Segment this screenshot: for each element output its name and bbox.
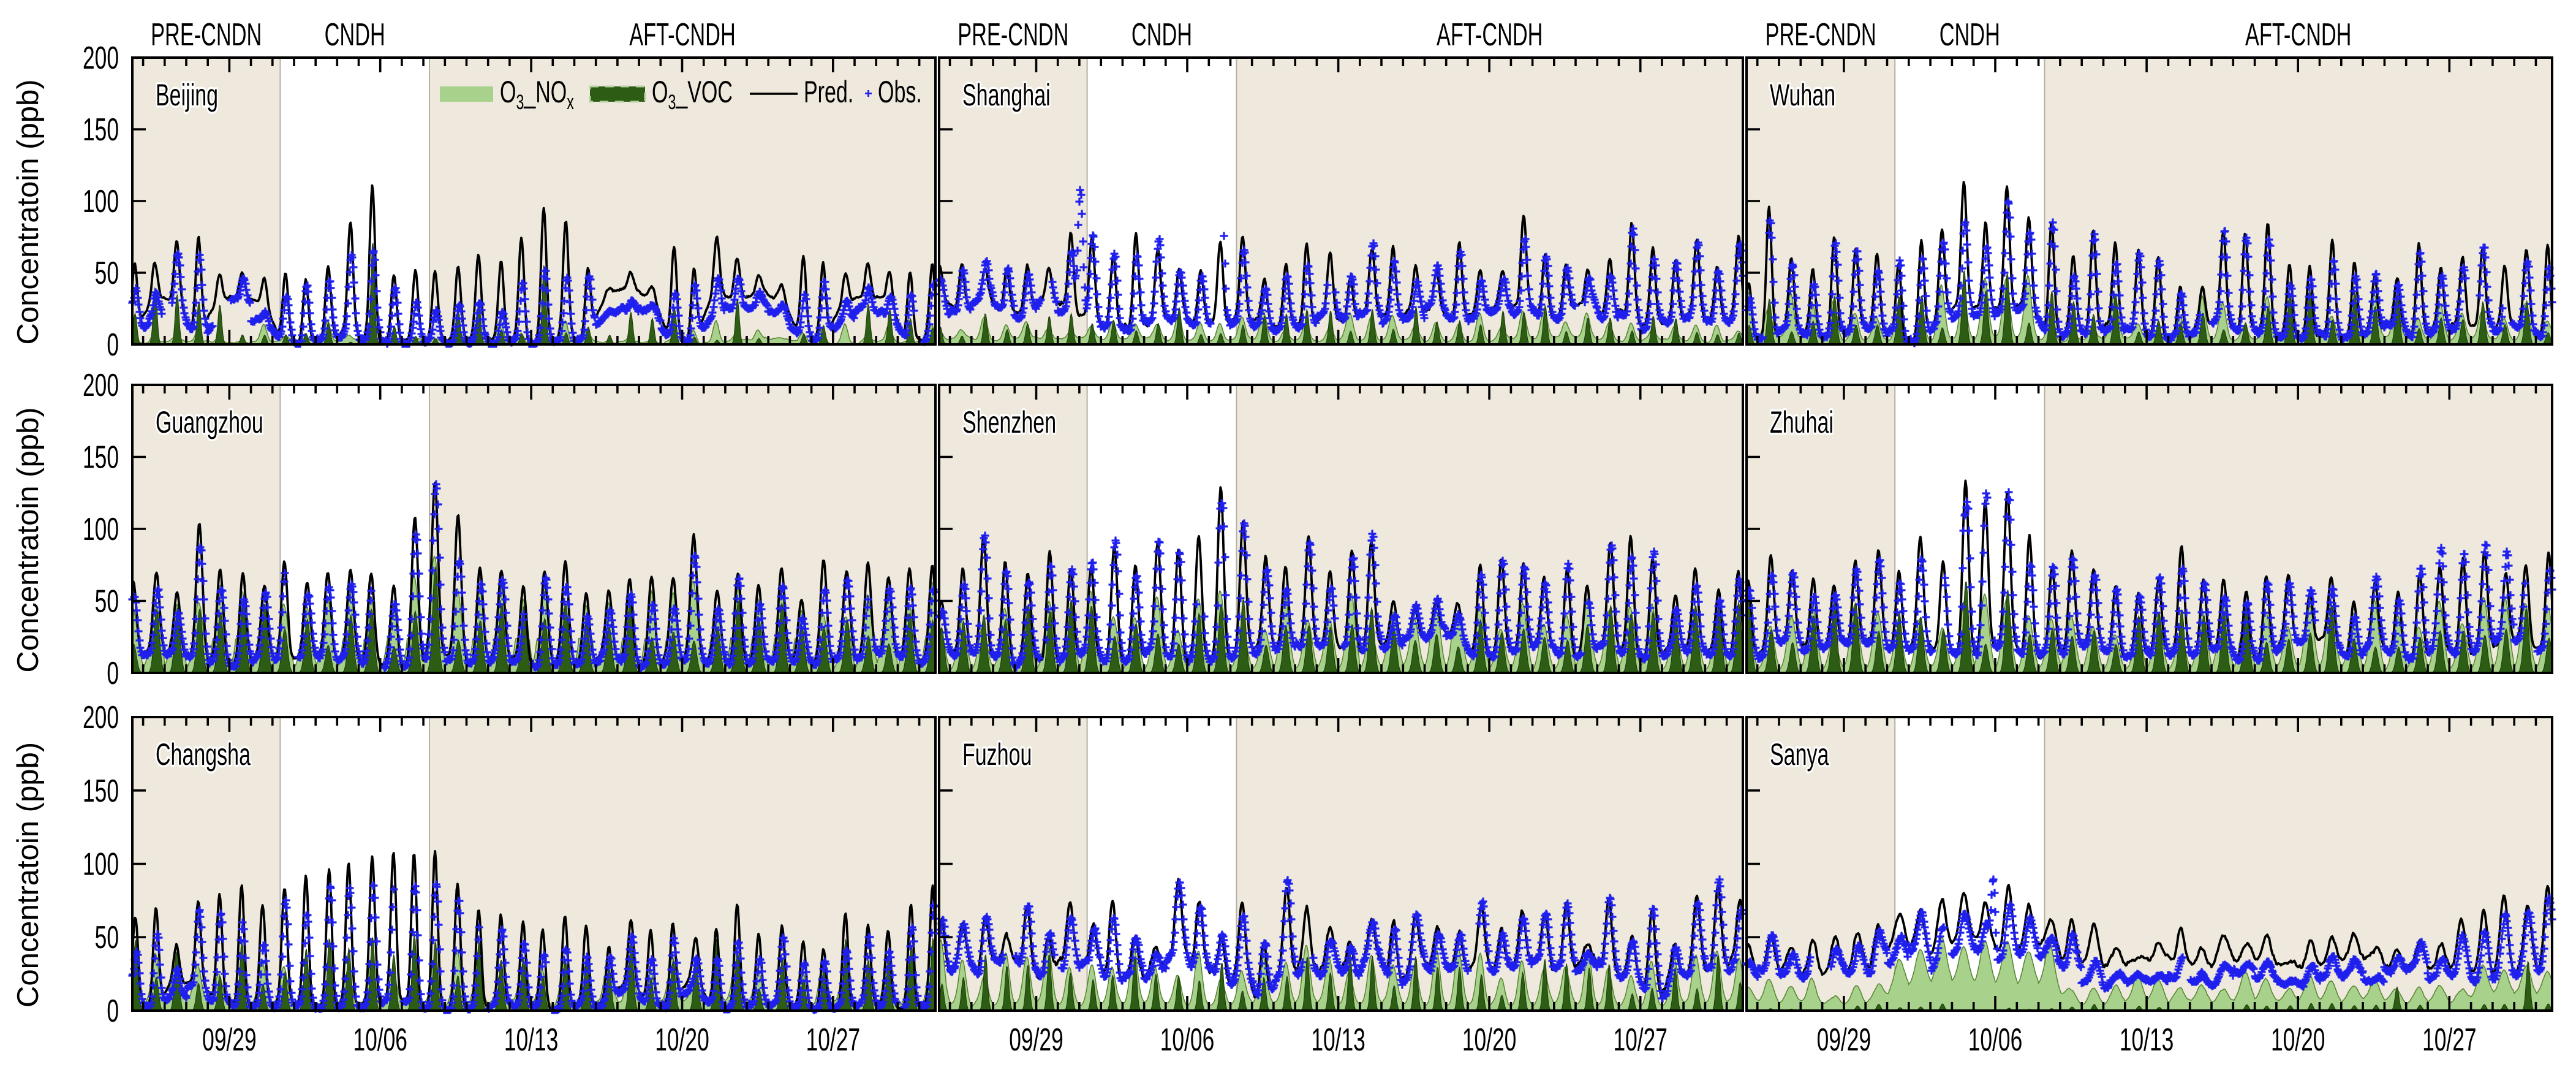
svg-text:CNDH: CNDH [1940, 17, 2000, 53]
svg-text:Guangzhou: Guangzhou [156, 406, 263, 440]
svg-text:10/06: 10/06 [1968, 1022, 2022, 1057]
svg-text:O3_VOC: O3_VOC [652, 75, 733, 115]
svg-text:Shenzhen: Shenzhen [962, 406, 1056, 440]
svg-text:AFT-CNDH: AFT-CNDH [629, 17, 735, 53]
svg-text:150: 150 [83, 773, 119, 808]
svg-text:10/27: 10/27 [806, 1022, 860, 1057]
svg-text:PRE-CNDN: PRE-CNDN [151, 17, 262, 53]
svg-text:10/13: 10/13 [2120, 1022, 2174, 1057]
svg-text:Shanghai: Shanghai [962, 78, 1051, 113]
svg-text:50: 50 [95, 256, 119, 290]
svg-text:50: 50 [95, 584, 119, 619]
svg-text:10/20: 10/20 [655, 1022, 709, 1057]
svg-text:10/13: 10/13 [504, 1022, 558, 1057]
svg-text:0: 0 [107, 327, 119, 362]
svg-text:10/20: 10/20 [2271, 1022, 2325, 1057]
svg-text:0: 0 [107, 656, 119, 691]
svg-text:CNDH: CNDH [1131, 17, 1192, 53]
svg-text:200: 200 [83, 40, 119, 75]
svg-text:150: 150 [83, 440, 119, 475]
svg-text:Concentratoin (ppb): Concentratoin (ppb) [12, 407, 45, 672]
svg-text:Concentratoin (ppb): Concentratoin (ppb) [12, 79, 45, 344]
svg-text:10/27: 10/27 [1613, 1022, 1667, 1057]
svg-text:10/20: 10/20 [1462, 1022, 1516, 1057]
svg-text:Concentratoin (ppb): Concentratoin (ppb) [12, 742, 45, 1008]
svg-text:PRE-CNDN: PRE-CNDN [1766, 17, 1876, 53]
svg-text:Fuzhou: Fuzhou [962, 738, 1032, 772]
svg-text:Wuhan: Wuhan [1770, 78, 1835, 113]
svg-text:150: 150 [83, 112, 119, 147]
svg-text:0: 0 [107, 993, 119, 1028]
svg-text:10/06: 10/06 [1160, 1022, 1214, 1057]
svg-text:100: 100 [83, 184, 119, 219]
svg-text:CNDH: CNDH [325, 17, 385, 53]
svg-text:Obs.: Obs. [878, 75, 922, 110]
svg-text:PRE-CNDN: PRE-CNDN [958, 17, 1068, 53]
svg-text:O3_NOx: O3_NOx [500, 75, 574, 115]
svg-text:100: 100 [83, 847, 119, 882]
svg-text:10/27: 10/27 [2422, 1022, 2476, 1057]
svg-text:09/29: 09/29 [1817, 1022, 1871, 1057]
svg-text:09/29: 09/29 [202, 1022, 256, 1057]
svg-text:200: 200 [83, 700, 119, 735]
svg-text:100: 100 [83, 512, 119, 547]
svg-text:Beijing: Beijing [156, 78, 218, 113]
svg-text:AFT-CNDH: AFT-CNDH [2245, 17, 2351, 53]
svg-text:200: 200 [83, 368, 119, 403]
svg-text:Zhuhai: Zhuhai [1770, 406, 1834, 440]
svg-text:50: 50 [95, 921, 119, 955]
svg-text:Changsha: Changsha [156, 738, 251, 772]
svg-text:Pred.: Pred. [804, 75, 853, 110]
svg-text:09/29: 09/29 [1009, 1022, 1063, 1057]
svg-text:AFT-CNDH: AFT-CNDH [1437, 17, 1543, 53]
svg-text:10/06: 10/06 [353, 1022, 407, 1057]
svg-text:Sanya: Sanya [1770, 738, 1829, 772]
svg-text:10/13: 10/13 [1311, 1022, 1365, 1057]
